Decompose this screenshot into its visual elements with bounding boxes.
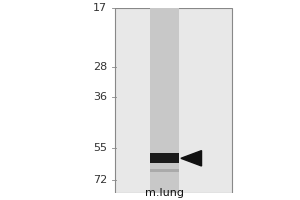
Polygon shape <box>181 151 202 166</box>
Text: 28: 28 <box>93 62 107 72</box>
Text: 72: 72 <box>93 175 107 185</box>
Bar <box>150 8 179 193</box>
Text: 36: 36 <box>93 92 107 102</box>
Bar <box>150 169 179 172</box>
Text: 17: 17 <box>93 3 107 13</box>
Bar <box>150 153 179 163</box>
Text: 55: 55 <box>93 143 107 153</box>
Text: m.lung: m.lung <box>145 188 184 198</box>
Bar <box>115 8 232 193</box>
